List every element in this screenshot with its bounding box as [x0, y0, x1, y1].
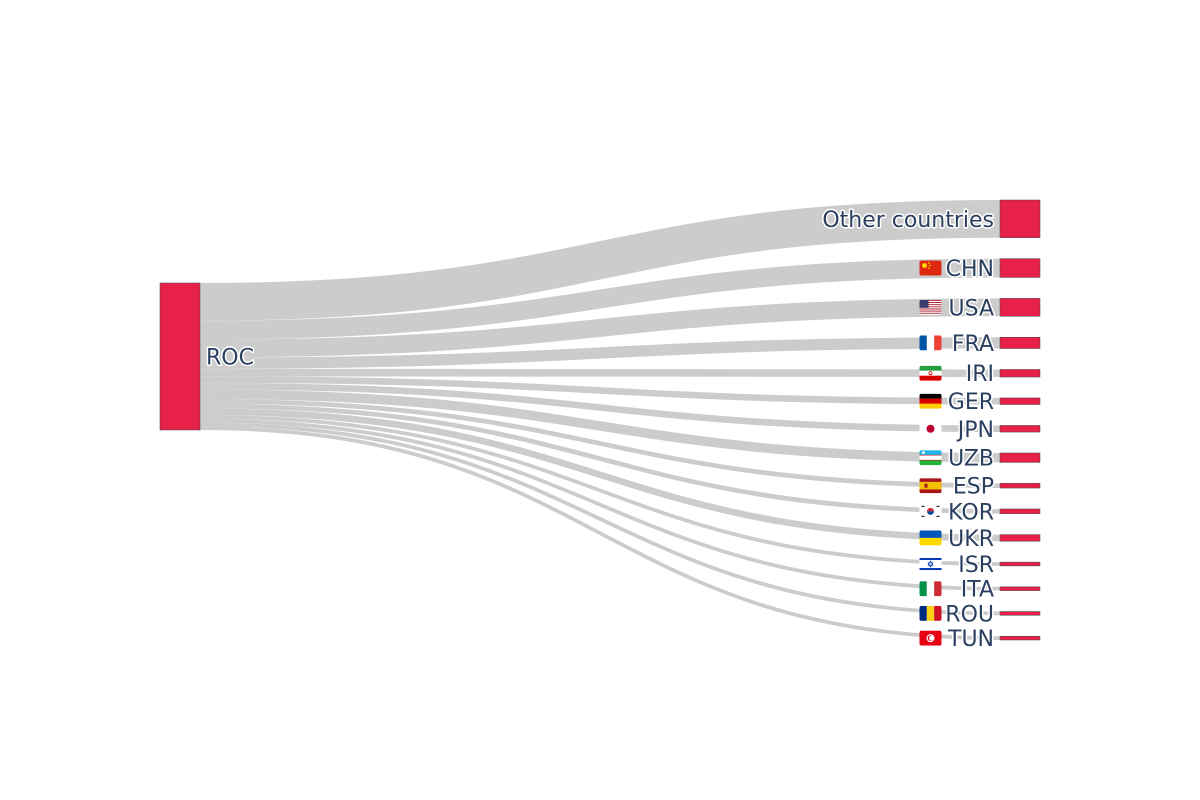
israel-flag-icon: [919, 556, 942, 572]
link-roc-iri[interactable]: [199, 368, 1001, 378]
node-kor[interactable]: [999, 508, 1041, 514]
node-iri[interactable]: [999, 369, 1041, 378]
iran-flag-icon: [919, 365, 942, 381]
node-ukr[interactable]: [999, 534, 1041, 542]
link-roc-ger[interactable]: [199, 376, 1001, 405]
node-isr[interactable]: [999, 561, 1041, 567]
node-rou[interactable]: [999, 611, 1041, 616]
link-roc-kor[interactable]: [199, 403, 1001, 514]
node-label-ger: GER: [948, 390, 994, 415]
link-roc-chn[interactable]: [199, 258, 1001, 340]
nodes-layer: [159, 199, 1041, 641]
node-ger[interactable]: [999, 397, 1041, 405]
korea-flag-icon: [919, 503, 942, 519]
link-roc-other-countries[interactable]: [199, 199, 1001, 321]
romania-flag-icon: [919, 605, 942, 621]
node-fra[interactable]: [999, 336, 1041, 349]
node-label-isr: ISR: [958, 553, 994, 578]
tunisia-flag-icon: [919, 630, 942, 646]
node-label-kor: KOR: [948, 500, 994, 525]
link-roc-ukr[interactable]: [199, 408, 1001, 542]
node-esp[interactable]: [999, 483, 1041, 489]
links-layer: [199, 199, 1001, 640]
link-roc-fra[interactable]: [199, 337, 1001, 369]
node-label-esp: ESP: [953, 475, 994, 500]
node-label-jpn: JPN: [956, 418, 994, 443]
node-label-other-countries: Other countries: [822, 208, 994, 233]
link-roc-usa[interactable]: [199, 298, 1001, 358]
node-label-ita: ITA: [961, 578, 994, 603]
link-roc-esp[interactable]: [199, 398, 1001, 489]
link-roc-tun[interactable]: [199, 426, 1001, 640]
japan-flag-icon: [919, 421, 942, 437]
france-flag-icon: [919, 335, 942, 351]
labels-layer: ROC Other countries CHN USA FRA IRI GER JPN UZB E…: [205, 206, 996, 653]
node-label-usa: USA: [948, 296, 994, 321]
node-jpn[interactable]: [999, 425, 1041, 433]
spain-flag-icon: [919, 478, 942, 494]
node-uzb[interactable]: [999, 452, 1041, 463]
node-ita[interactable]: [999, 586, 1041, 591]
link-roc-rou[interactable]: [199, 422, 1001, 616]
italy-flag-icon: [919, 581, 942, 597]
usa-flag-icon: [919, 299, 942, 315]
node-label-iri: IRI: [966, 362, 994, 387]
link-roc-jpn[interactable]: [199, 382, 1001, 433]
node-label-fra: FRA: [952, 332, 994, 357]
link-roc-ita[interactable]: [199, 418, 1001, 591]
node-label-rou: ROU: [945, 602, 994, 627]
germany-flag-icon: [919, 393, 942, 409]
uzbekistan-flag-icon: [919, 450, 942, 466]
node-tun[interactable]: [999, 635, 1041, 641]
node-label-tun: TUN: [947, 627, 994, 652]
china-flag-icon: [919, 260, 942, 276]
node-label-roc: ROC: [206, 346, 254, 371]
node-other-countries[interactable]: [999, 199, 1041, 238]
ukraine-flag-icon: [919, 530, 942, 546]
node-usa[interactable]: [999, 298, 1041, 317]
node-label-uzb: UZB: [948, 447, 994, 472]
node-label-ukr: UKR: [948, 527, 994, 552]
node-chn[interactable]: [999, 258, 1041, 278]
link-roc-isr[interactable]: [199, 414, 1001, 566]
node-roc[interactable]: [159, 282, 201, 431]
node-label-chn: CHN: [946, 257, 994, 282]
link-roc-uzb[interactable]: [199, 389, 1001, 463]
